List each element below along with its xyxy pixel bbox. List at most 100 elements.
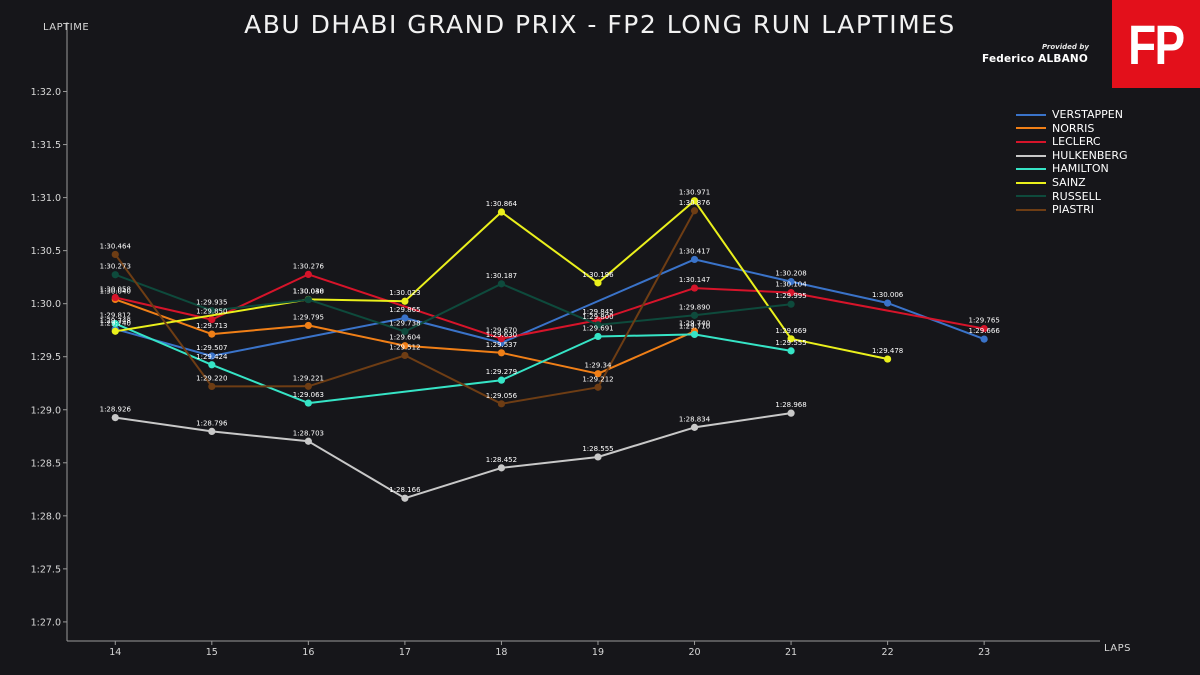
data-point [401, 351, 409, 360]
chart-title: ABU DHABI GRAND PRIX - FP2 LONG RUN LAPT… [244, 10, 956, 39]
series-line-russell [114, 273, 792, 333]
data-label: 1:30.273 [100, 263, 131, 271]
data-point [497, 208, 506, 216]
data-point [690, 330, 699, 339]
data-point [111, 293, 119, 302]
legend-swatch [1016, 181, 1046, 184]
legend-item-russell: RUSSELL [1016, 190, 1128, 204]
y-axis-label: LAPTIME [43, 22, 89, 33]
data-label: 1:29.669 [775, 327, 806, 335]
legend-item-hamilton: HAMILTON [1016, 162, 1128, 176]
y-tick-label: 1:28.5 [31, 458, 61, 469]
data-label: 1:29.691 [582, 324, 613, 332]
data-point [497, 335, 506, 343]
data-point [208, 361, 216, 369]
data-point [594, 453, 602, 461]
legend-label: RUSSELL [1052, 189, 1101, 203]
legend-item-norris: NORRIS [1016, 122, 1128, 136]
data-label: 1:30.023 [389, 289, 420, 297]
data-label: 1:30.040 [293, 287, 324, 295]
data-label: 1:29.212 [582, 375, 613, 383]
data-label: 1:29.748 [100, 317, 131, 325]
chart-axes: LAPTIME LAPS 1:27.0 1:27.5 1:28.0 1:28.5 1:29.… [31, 22, 1131, 658]
data-label: 1:30.040 [100, 287, 131, 295]
data-label: 1:30.104 [775, 281, 807, 289]
x-tick-label: 17 [399, 647, 411, 658]
data-point [594, 332, 602, 341]
data-point [401, 314, 409, 322]
legend-label: VERSTAPPEN [1052, 108, 1123, 121]
data-label: 1:29.424 [196, 353, 228, 361]
data-label: 1:29.738 [389, 319, 420, 327]
data-label: 1:29.765 [968, 317, 999, 325]
legend-swatch [1016, 113, 1046, 116]
legend-label: NORRIS [1052, 121, 1095, 135]
data-label: 1:28.834 [679, 415, 711, 423]
legend-label: SAINZ [1052, 175, 1086, 189]
data-point [208, 382, 216, 391]
data-label: 1:30.208 [775, 270, 806, 278]
data-label: 1:29.063 [293, 391, 324, 399]
legend-label: LECLERC [1052, 135, 1101, 149]
data-label: 1:29.845 [582, 308, 613, 316]
data-point [111, 327, 119, 335]
data-point [304, 382, 312, 390]
data-label: 1:30.864 [486, 200, 518, 208]
data-point [690, 284, 699, 292]
y-tick-label: 1:29.0 [31, 405, 61, 416]
data-point [787, 300, 795, 308]
data-label: 1:29.795 [293, 313, 324, 321]
data-point [497, 400, 506, 408]
data-label: 1:28.926 [100, 406, 132, 414]
data-point [208, 352, 216, 360]
data-label: 1:29.056 [486, 392, 518, 400]
data-point [401, 297, 409, 305]
author-credit: Federico ALBANO [982, 53, 1089, 65]
y-tick-label: 1:31.5 [31, 140, 61, 151]
y-tick-label: 1:27.5 [31, 564, 61, 575]
chart-legend: VERSTAPPEN NORRIS LECLERC HULKENBERG HAMILTO… [1016, 108, 1128, 217]
data-point [401, 494, 409, 502]
data-point [111, 414, 119, 422]
data-point [690, 423, 699, 431]
x-tick-label: 23 [978, 647, 990, 658]
data-label: 1:28.968 [775, 401, 806, 409]
data-point [304, 399, 312, 407]
data-label: 1:29.995 [775, 292, 806, 300]
data-label: 1:28.555 [582, 445, 613, 453]
data-label: 1:29.478 [872, 347, 903, 355]
data-label: 1:30.006 [872, 291, 904, 299]
data-label: 1:30.971 [679, 189, 710, 197]
data-point [111, 320, 119, 328]
data-label-layer: 1:29.748 1:29.507 1:29.865 1:29.630 1:30.417… [100, 189, 1001, 495]
x-tick-label: 20 [688, 647, 700, 658]
series-line-verstappen [115, 258, 985, 357]
data-label: 1:30.876 [679, 199, 711, 207]
data-label: 1:29.604 [389, 334, 421, 342]
legend-item-leclerc: LECLERC [1016, 135, 1128, 149]
x-tick-label: 19 [592, 647, 604, 658]
data-label: 1:29.279 [486, 368, 517, 376]
data-point [208, 427, 216, 435]
series-line-hamilton [114, 322, 792, 405]
data-label: 1:29.221 [293, 374, 324, 382]
data-label: 1:28.703 [293, 429, 324, 437]
y-tick-label: 1:31.0 [31, 193, 61, 204]
data-label: 1:29.865 [389, 306, 420, 314]
data-point [690, 197, 699, 205]
data-point [787, 335, 795, 343]
data-label: 1:29.740 [679, 319, 710, 327]
data-point [304, 321, 312, 330]
data-label: 1:30.417 [679, 247, 710, 255]
data-point [690, 207, 699, 215]
data-point [787, 278, 795, 286]
data-point [208, 315, 216, 324]
logo-text: FP [1128, 12, 1185, 76]
data-label: 1:29.512 [389, 343, 420, 351]
data-point [787, 409, 795, 417]
data-label: 1:28.166 [389, 486, 421, 494]
data-label: 1:28.796 [196, 419, 228, 427]
legend-swatch [1016, 154, 1046, 157]
data-label: 1:30.147 [679, 276, 710, 284]
data-label: 1:29.740 [100, 319, 131, 327]
